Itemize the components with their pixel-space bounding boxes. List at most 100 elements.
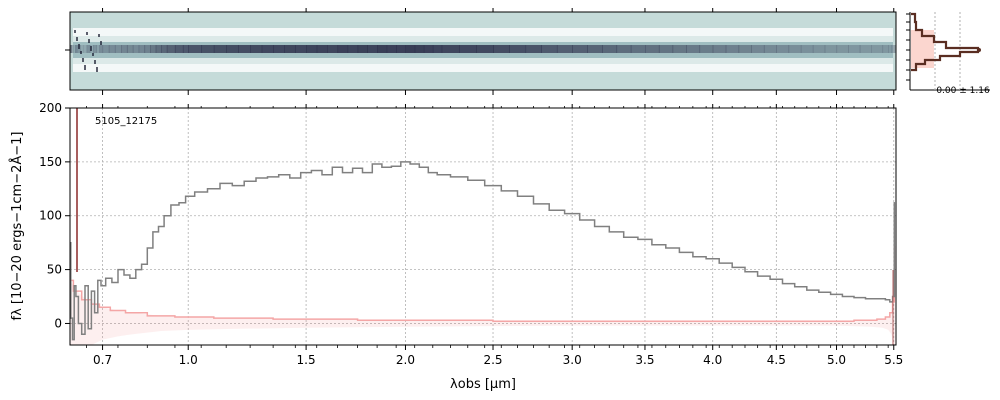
trace-core-segment xyxy=(725,45,740,53)
trace-core-segment xyxy=(882,45,889,53)
noise-pixel xyxy=(74,30,76,33)
trace-core-segment xyxy=(155,45,162,53)
grid xyxy=(70,107,896,345)
spectrum-1d-frame xyxy=(69,107,897,346)
spectrum-2d-ticks xyxy=(65,8,895,95)
noise-pixel xyxy=(86,32,88,35)
trace-core-segment xyxy=(800,45,814,53)
trace-core-segment xyxy=(108,45,116,53)
trace-core-segment xyxy=(213,45,227,53)
x-tick-label: 1.5 xyxy=(297,353,316,367)
noise-pixel xyxy=(78,44,80,49)
trace-core-segment xyxy=(396,45,406,53)
x-tick-label: 3.5 xyxy=(635,353,654,367)
noise-pixel xyxy=(88,39,90,43)
trace-core-segment xyxy=(751,45,765,53)
x-tick-label: 0.7 xyxy=(93,353,112,367)
x-axis-label: λobs [μm] xyxy=(450,377,516,392)
profile-line xyxy=(911,12,980,72)
trace-core-segment xyxy=(738,45,752,53)
trace-core-segment xyxy=(441,45,460,53)
profile-uncertainty-band xyxy=(911,30,934,68)
x-tick-label: 4.5 xyxy=(767,353,786,367)
trace-core-segment xyxy=(71,45,74,53)
trace-core-segment xyxy=(80,45,84,53)
trace-core-segment xyxy=(836,45,849,53)
trace-core-segment xyxy=(188,45,202,53)
trace-core-segment xyxy=(658,45,674,53)
x-tick-label: 1.0 xyxy=(179,353,198,367)
noise-pixel xyxy=(100,41,102,45)
trace-core-segment xyxy=(824,45,838,53)
x-tick-label: 2.0 xyxy=(396,353,415,367)
trace-core-segment xyxy=(166,45,176,53)
trace-core-segment xyxy=(250,45,263,53)
trace-core-segment xyxy=(102,45,110,53)
trace-core-segment xyxy=(377,45,388,53)
x-tick-label: 3.0 xyxy=(563,353,582,367)
trace-core-segment xyxy=(73,45,76,53)
trace-core-segment xyxy=(414,45,425,53)
noise-pixel xyxy=(76,37,78,41)
trace-core-segment xyxy=(699,45,714,53)
noise-pixel xyxy=(96,67,98,72)
trace-core-segment xyxy=(616,45,632,53)
trace-core-segment xyxy=(645,45,660,53)
trace-core-segment xyxy=(367,45,378,53)
trace-core-segment xyxy=(859,45,872,53)
trace-core-segment xyxy=(201,45,215,53)
trace-core-segment xyxy=(150,45,157,53)
x-tick-label: 5.0 xyxy=(827,353,846,367)
trace-core-segment xyxy=(261,45,274,53)
trace-core-segment xyxy=(602,45,618,53)
trace-core-segment xyxy=(70,45,73,53)
trace-core-segment xyxy=(476,45,494,53)
x-tick-label: 4.0 xyxy=(703,353,722,367)
trace-core-segment xyxy=(525,45,542,53)
profile-panel: 0.00 ± 1.16 xyxy=(906,12,990,96)
profile-annotation: 0.00 ± 1.16 xyxy=(936,86,990,96)
trace-core-segment xyxy=(509,45,527,53)
y-tick-label: 0 xyxy=(54,316,62,330)
trace-core-segment xyxy=(284,45,296,53)
trace-core-segment xyxy=(347,45,359,53)
trace-core-segment xyxy=(541,45,558,53)
trace-core-segment xyxy=(114,45,122,53)
noise-pixel xyxy=(82,58,84,62)
spectrum-2d-frame xyxy=(69,11,897,91)
x-tick-label: 5.5 xyxy=(884,353,903,367)
trace-core-segment xyxy=(493,45,510,53)
trace-core-segment xyxy=(99,45,104,53)
trace-core-segment xyxy=(386,45,397,53)
x-tick-label: 2.5 xyxy=(483,353,502,367)
y-axis-label: fλ [10−20 ergs−1cm−2Å−1] xyxy=(9,132,25,321)
trace-core-segment xyxy=(459,45,477,53)
trace-core-segment xyxy=(587,45,603,53)
noise-pixel xyxy=(98,34,100,37)
y-tick-label: 150 xyxy=(39,155,62,169)
trace-core-segment xyxy=(572,45,588,53)
trace-core-segment xyxy=(295,45,307,53)
y-tick-label: 50 xyxy=(47,263,62,277)
y-tick-label: 100 xyxy=(39,209,62,223)
uncertainty-band xyxy=(70,245,895,345)
trace-core-segment xyxy=(83,45,88,53)
trace-core-segment xyxy=(423,45,434,53)
spectrum-2d-panel xyxy=(65,8,897,95)
trace-core-segment xyxy=(306,45,318,53)
trace-core-segment xyxy=(93,45,97,53)
trace-core-segment xyxy=(327,45,339,53)
trace-core-segment xyxy=(788,45,802,53)
axes: 0.7 1.0 1.5 2.0 2.5 3.0 3.5 4.0 4.5 5.0 5.5 0 50 100 1… xyxy=(39,101,903,367)
trace-core-segment xyxy=(672,45,687,53)
trace-core-segment xyxy=(174,45,184,53)
trace-core-segment xyxy=(75,45,78,53)
trace-core-segment xyxy=(556,45,573,53)
profile-plot xyxy=(906,12,990,91)
spectrum-1d-panel: 0.7 1.0 1.5 2.0 2.5 3.0 3.5 4.0 4.5 5.0 5.5 0 50 100 1… xyxy=(39,101,903,367)
trace-core-segment xyxy=(812,45,826,53)
trace-core-segment xyxy=(182,45,189,53)
trace-core-segment xyxy=(316,45,328,53)
noise-pixel xyxy=(80,51,82,54)
